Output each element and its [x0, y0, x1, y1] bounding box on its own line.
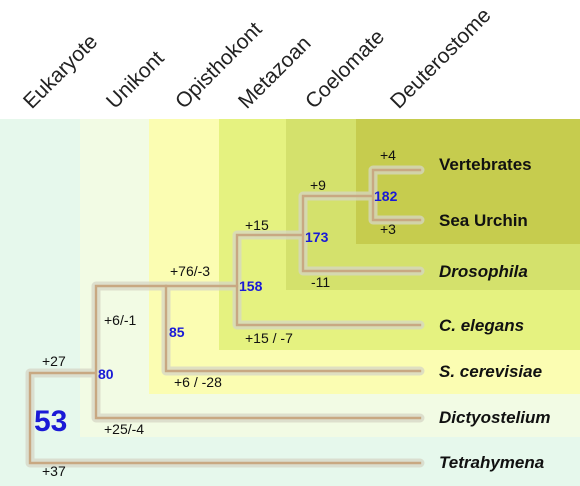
- change-label-metazoan-lower: +15 / -7: [245, 330, 293, 346]
- change-label-deuterostome-lower: +3: [380, 221, 396, 237]
- node-count-root: 53: [34, 405, 67, 438]
- taxon-label-c-elegans: C. elegans: [439, 316, 524, 335]
- taxon-label-drosophila: Drosophila: [439, 262, 528, 281]
- change-label-unikont-lower: +25/-4: [104, 421, 144, 437]
- node-count-opisthokont: 85: [169, 324, 185, 340]
- node-count-coelomate: 173: [305, 229, 329, 245]
- taxon-label-tetrahymena: Tetrahymena: [439, 453, 544, 472]
- change-label-coelomate-lower: -11: [311, 274, 330, 290]
- change-label-opisthokont-lower: +6 / -28: [174, 374, 222, 390]
- change-label-unikont-upper: +6/-1: [104, 312, 137, 328]
- node-count-unikont: 80: [98, 366, 114, 382]
- change-label-coelomate-upper: +9: [310, 177, 326, 193]
- tree-branches: [28, 168, 422, 465]
- taxon-label-s-cerevisiae: S. cerevisiae: [439, 362, 542, 381]
- change-label-root-lower: +37: [42, 463, 66, 479]
- taxon-label-vertebrates: Vertebrates: [439, 155, 532, 174]
- change-label-opisthokont-upper: +76/-3: [170, 263, 210, 279]
- node-count-metazoan: 158: [239, 278, 263, 294]
- change-label-root-upper: +27: [42, 353, 66, 369]
- node-count-deuterostome: 182: [374, 188, 398, 204]
- taxon-label-dictyostelium: Dictyostelium: [439, 408, 550, 427]
- taxon-label-sea-urchin: Sea Urchin: [439, 211, 528, 230]
- change-label-metazoan-upper: +15: [245, 217, 269, 233]
- change-label-deuterostome-upper: +4: [380, 147, 396, 163]
